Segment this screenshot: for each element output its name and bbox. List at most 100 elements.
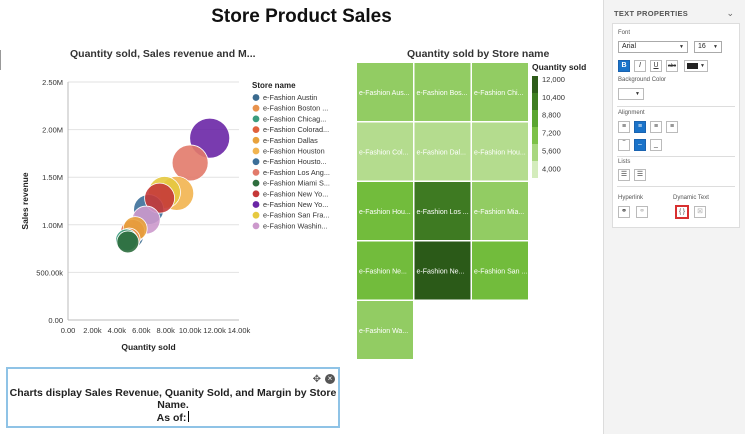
valign-middle-icon[interactable]: –: [634, 139, 646, 151]
y-axis-label: Sales revenue: [20, 172, 30, 229]
legend-item: e-Fashion New Yo...: [263, 189, 328, 198]
heatmap-cell-label: e-Fashion San ...: [474, 269, 527, 276]
heatmap-chart-title: Quantity sold by Store name: [407, 48, 550, 60]
y-tick-label: 1.00M: [42, 221, 63, 230]
align-right-icon[interactable]: ≡: [650, 121, 662, 133]
background-color-picker[interactable]: ▼: [618, 88, 644, 100]
heatmap-cell-label: e-Fashion Mia...: [474, 209, 524, 216]
dropdown-arrow-icon: ▼: [679, 44, 684, 50]
legend-item: e-Fashion Housto...: [263, 157, 327, 166]
heatmap-legend-swatch: [532, 110, 538, 127]
report-canvas: Store Product Sales Quantity sold, Sales…: [0, 6, 601, 428]
align-center-icon[interactable]: ≡: [634, 121, 646, 133]
legend-item: e-Fashion Washin...: [263, 221, 328, 230]
y-tick-label: 2.50M: [42, 78, 63, 87]
divider: [617, 106, 735, 107]
divider: [617, 156, 735, 157]
legend-item: e-Fashion Colorad...: [263, 125, 329, 134]
legend-swatch: [252, 104, 260, 112]
heatmap-cell: [357, 63, 413, 121]
x-axis-label: Quantity sold: [121, 342, 175, 352]
legend-item: e-Fashion Los Ang...: [263, 168, 330, 177]
x-tick-label: 2.00k: [83, 326, 102, 335]
heatmap-cell-label: e-Fashion Aus...: [359, 90, 410, 97]
text-box-content[interactable]: Charts display Sales Revenue, Quanity So…: [8, 387, 338, 424]
dynamic-text-delete-icon[interactable]: ⊠: [694, 206, 706, 218]
italic-button[interactable]: I: [634, 60, 646, 72]
numbered-list-icon[interactable]: ☰: [634, 169, 646, 181]
font-family-value: Arial: [622, 43, 637, 50]
heatmap-cell: [472, 122, 528, 181]
text-box[interactable]: ✥ × Charts display Sales Revenue, Quanit…: [6, 367, 340, 428]
bold-button[interactable]: B: [618, 60, 630, 72]
bubble: [144, 182, 176, 214]
y-tick-label: 500.00k: [36, 268, 63, 277]
unlink-icon[interactable]: ⚭: [636, 206, 648, 218]
heatmap-legend-tick: 12,000: [542, 75, 565, 84]
heatmap-cell-label: e-Fashion Hou...: [359, 209, 411, 216]
heatmap-legend-tick: 5,600: [542, 146, 561, 155]
heatmap-cell: [414, 122, 471, 181]
valign-bottom-icon[interactable]: _: [650, 139, 662, 151]
legend-swatch: [252, 169, 260, 176]
text-color-picker[interactable]: ▼: [684, 60, 708, 72]
heatmap-legend-swatch: [532, 127, 538, 144]
legend-item: e-Fashion Miami S...: [263, 179, 330, 188]
heatmap-cell: [414, 241, 471, 300]
page-title: Store Product Sales: [211, 6, 392, 27]
panel-body: Font Arial ▼ 16 ▼ B I U abc ▼ Background…: [612, 23, 740, 228]
heatmap-legend-swatch: [532, 144, 538, 161]
legend-swatch: [252, 222, 260, 230]
legend-item: e-Fashion San Fra...: [263, 211, 330, 220]
heatmap-cell: [414, 182, 471, 240]
panel-header: TEXT PROPERTIES: [614, 9, 689, 18]
align-justify-icon[interactable]: ≡: [666, 121, 678, 133]
x-tick-label: 0.00: [61, 326, 76, 335]
legend-item: e-Fashion Houston: [263, 147, 325, 156]
heatmap-legend-swatch: [532, 76, 538, 93]
legend-item: e-Fashion Dallas: [263, 136, 318, 145]
legend-item: e-Fashion New Yo...: [263, 200, 328, 209]
heatmap-cell-label: e-Fashion Ne...: [359, 269, 407, 276]
heatmap-legend-swatch: [532, 161, 538, 178]
y-tick-label: 2.00M: [42, 126, 63, 135]
legend-swatch: [252, 147, 260, 155]
legend-swatch: [252, 211, 260, 219]
close-icon[interactable]: ×: [325, 374, 335, 384]
heatmap-cell-label: e-Fashion Ne...: [417, 269, 465, 276]
legend-item: e-Fashion Austin: [263, 93, 317, 102]
bubble-chart[interactable]: 0.00 500.00k 1.00M 1.50M 2.00M 2.50M 0.00 2.00k…: [10, 62, 355, 362]
y-tick-label: 1.50M: [42, 173, 63, 182]
align-left-icon[interactable]: ≡: [618, 121, 630, 133]
heatmap-chart[interactable]: e-Fashion Aus... e-Fashion Bos... e-Fashio…: [356, 62, 601, 362]
strikethrough-button[interactable]: abc: [666, 60, 678, 72]
text-cursor: [188, 411, 190, 422]
heatmap-cell: [472, 241, 528, 300]
chevron-down-icon[interactable]: ⌄: [726, 8, 734, 18]
bullet-list-icon[interactable]: ☰: [618, 169, 630, 181]
color-swatch: [687, 63, 698, 69]
canvas-left-rule: [0, 50, 1, 70]
link-icon[interactable]: ⚭: [618, 206, 630, 218]
valign-top-icon[interactable]: ‾: [618, 139, 630, 151]
lists-label: Lists: [618, 159, 631, 165]
font-size-select[interactable]: 16 ▼: [694, 41, 722, 53]
heatmap-cell-label: e-Fashion Los ...: [417, 209, 469, 216]
font-size-value: 16: [698, 43, 706, 50]
move-icon[interactable]: ✥: [312, 374, 321, 385]
font-family-select[interactable]: Arial ▼: [618, 41, 688, 53]
heatmap-cell: [472, 182, 528, 240]
heatmap-cell-label: e-Fashion Chi...: [474, 90, 523, 97]
legend-swatch: [252, 190, 260, 198]
text-box-line-2: As of:: [156, 412, 187, 424]
background-color-label: Background Color: [618, 77, 667, 83]
dropdown-arrow-icon: ▼: [713, 44, 718, 50]
heatmap-legend-tick: 10,400: [542, 93, 565, 102]
heatmap-legend-tick: 4,000: [542, 164, 561, 173]
legend-swatch: [252, 126, 260, 133]
legend-item: e-Fashion Boston ...: [263, 104, 328, 113]
underline-button[interactable]: U: [650, 60, 662, 72]
bubble-chart-title: Quantity sold, Sales revenue and M...: [70, 48, 256, 60]
dynamic-text-button[interactable]: { }: [675, 205, 689, 219]
legend-swatch: [252, 179, 260, 187]
